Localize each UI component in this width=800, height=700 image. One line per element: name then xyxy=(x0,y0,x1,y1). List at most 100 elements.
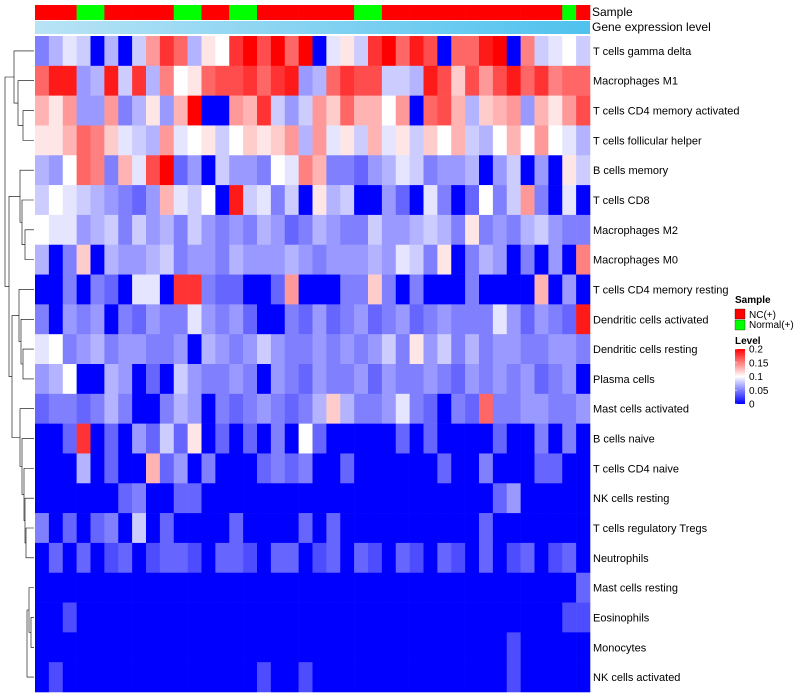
heatmap-cell xyxy=(326,662,341,693)
heatmap-cell xyxy=(451,274,466,305)
heatmap-cell xyxy=(326,244,341,275)
heatmap-cell xyxy=(284,65,299,96)
heatmap-cell xyxy=(479,65,494,96)
heatmap-cell xyxy=(118,185,133,216)
heatmap-cell xyxy=(312,155,327,186)
heatmap-cell xyxy=(76,453,91,484)
heatmap-cell xyxy=(562,542,577,574)
heatmap-cell xyxy=(201,423,216,454)
heatmap-cell xyxy=(506,393,521,424)
heatmap-cell xyxy=(479,542,494,574)
heatmap-cell xyxy=(48,364,64,395)
heatmap-cell xyxy=(243,244,258,275)
sample-annotation-cell xyxy=(395,5,410,20)
heatmap-cell xyxy=(395,274,410,305)
heatmap-cell xyxy=(243,572,258,603)
heatmap-cell xyxy=(173,453,188,484)
heatmap-cell xyxy=(576,65,591,96)
heatmap-cell xyxy=(132,364,147,395)
heatmap-cell xyxy=(576,483,591,514)
heatmap-cell xyxy=(201,65,216,96)
heatmap-cell xyxy=(576,334,591,365)
heatmap-cell xyxy=(90,513,105,544)
heatmap-cell xyxy=(298,185,313,216)
heatmap-cell xyxy=(492,95,508,126)
heatmap-cell xyxy=(354,185,369,216)
heatmap-cell xyxy=(576,513,591,544)
heatmap-cell xyxy=(173,185,188,216)
heatmap-cell xyxy=(354,393,369,424)
heatmap-cell xyxy=(243,393,258,424)
heatmap-cell xyxy=(562,513,577,544)
heatmap-cell xyxy=(326,364,341,395)
heatmap-cell xyxy=(146,572,161,603)
heatmap-cell xyxy=(506,274,521,305)
heatmap-cell xyxy=(76,542,91,574)
heatmap-cell xyxy=(76,364,91,395)
heatmap-cell xyxy=(215,662,230,693)
heatmap-cell xyxy=(340,453,355,484)
heatmap-cell xyxy=(506,572,521,603)
heatmap-cell xyxy=(215,274,230,305)
heatmap-cell xyxy=(229,36,244,67)
sample-annotation-cell xyxy=(187,5,202,20)
heatmap-cell xyxy=(326,513,341,544)
heatmap-cell xyxy=(90,602,105,633)
heatmap-cell xyxy=(354,214,369,246)
heatmap-cell xyxy=(76,214,91,246)
heatmap-cell xyxy=(312,453,327,484)
heatmap-cell xyxy=(381,483,397,514)
heatmap-cell xyxy=(257,662,272,693)
heatmap-cell xyxy=(548,274,563,305)
row-label: NK cells activated xyxy=(593,672,680,684)
legend-level-colorbar xyxy=(735,349,745,404)
heatmap-cell xyxy=(326,542,341,574)
heatmap-cell xyxy=(298,453,313,484)
heatmap-cell xyxy=(576,542,591,574)
heatmap-cell xyxy=(562,125,577,156)
heatmap-cell xyxy=(548,662,563,693)
heatmap-cell xyxy=(146,244,161,275)
heatmap-cell xyxy=(35,364,50,395)
heatmap-cell xyxy=(104,632,119,663)
heatmap-cell xyxy=(465,542,480,574)
heatmap-cell xyxy=(395,662,410,693)
heatmap-cell xyxy=(368,274,383,305)
row-label: Mast cells activated xyxy=(593,404,689,416)
heatmap-cell xyxy=(465,65,480,96)
heatmap-cell xyxy=(35,65,50,96)
heatmap-cell xyxy=(132,602,147,633)
heatmap-cell xyxy=(479,155,494,186)
heatmap-cell xyxy=(215,364,230,395)
row-labels: T cells gamma delta Macrophages M1 T cells… xyxy=(593,46,740,684)
heatmap-cell xyxy=(409,155,424,186)
heatmap-cell xyxy=(381,334,397,365)
heatmap-cell xyxy=(229,632,244,663)
heatmap-cell xyxy=(48,244,64,275)
heatmap-cell xyxy=(562,274,577,305)
heatmap-cell xyxy=(48,542,64,574)
heatmap-cell xyxy=(479,244,494,275)
heatmap-cell xyxy=(368,393,383,424)
gene-expression-annotation-label: Gene expression level xyxy=(592,20,711,34)
sample-annotation-cell xyxy=(326,5,341,20)
heatmap-cell xyxy=(48,274,64,305)
heatmap-cell xyxy=(90,95,105,126)
heatmap-cell xyxy=(159,364,175,395)
heatmap-cell xyxy=(215,244,230,275)
heatmap-cell xyxy=(132,185,147,216)
heatmap-cell xyxy=(229,572,244,603)
heatmap-cell xyxy=(229,364,244,395)
heatmap-cell xyxy=(104,542,119,574)
heatmap-cell xyxy=(326,334,341,365)
heatmap-cell xyxy=(409,662,424,693)
heatmap-cell xyxy=(340,513,355,544)
heatmap-cell xyxy=(340,304,355,335)
heatmap-cell xyxy=(576,364,591,395)
heatmap-cell xyxy=(173,483,188,514)
heatmap-cell xyxy=(76,36,91,67)
heatmap-cell xyxy=(437,423,452,454)
heatmap-cell xyxy=(354,453,369,484)
heatmap-cell xyxy=(548,125,563,156)
heatmap-cell xyxy=(326,95,341,126)
